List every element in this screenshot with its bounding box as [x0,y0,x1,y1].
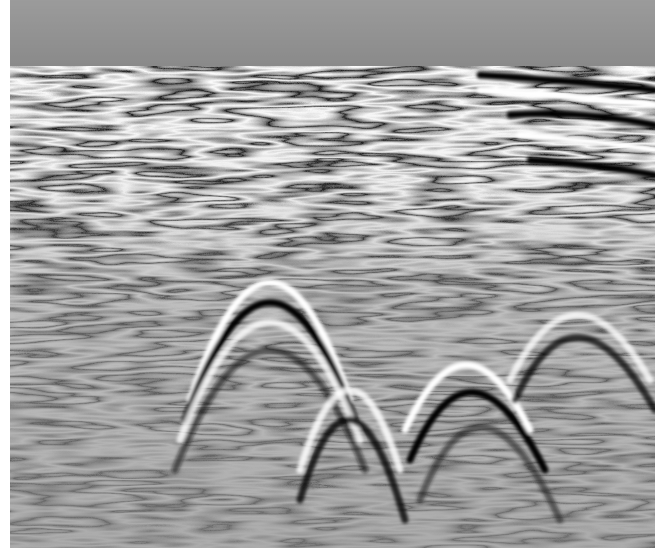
surface-band [10,0,655,66]
scan [10,0,655,548]
radargram [0,0,663,554]
page [0,0,663,554]
depth-fade [10,60,655,548]
